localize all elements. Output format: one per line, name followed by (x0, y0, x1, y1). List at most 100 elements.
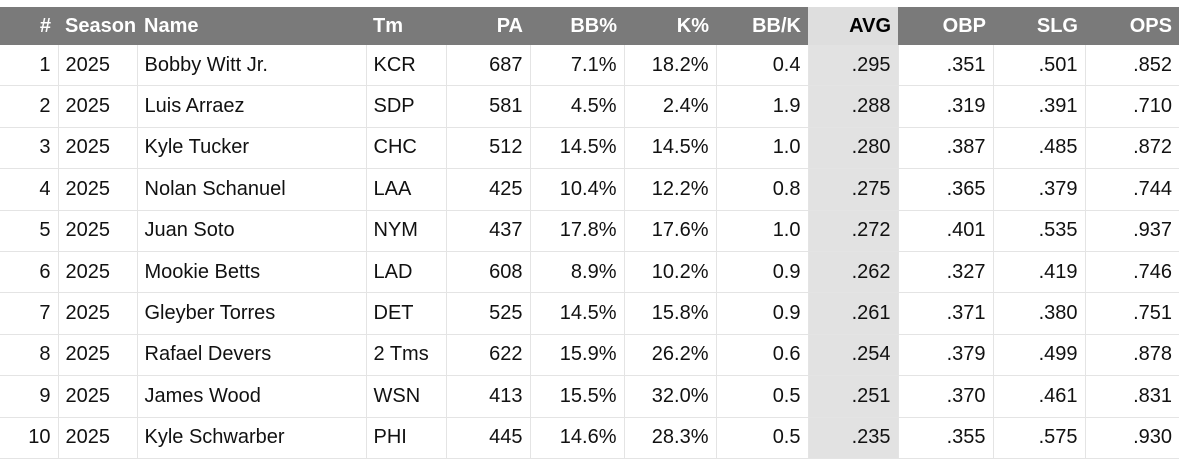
column-header[interactable]: AVG (808, 7, 898, 45)
table-cell: SDP (365, 85, 446, 128)
table-row: 8 2025 Rafael Devers 2 Tms 622 15.9% 26.2% 0.6.… (0, 334, 1179, 377)
table-cell: Gleyber Torres (136, 292, 366, 335)
table-cell: 9 (0, 375, 58, 418)
table-cell: .275 (807, 168, 898, 211)
column-header[interactable]: Name (137, 7, 366, 45)
table-body: 1 2025 Bobby Witt Jr. KCR 687 7.1% 18.2% 0.4.29… (0, 45, 1179, 459)
table-cell: 18.2% (623, 45, 716, 87)
column-header[interactable]: # (0, 7, 58, 45)
table-cell: 15.9% (529, 334, 624, 377)
table-cell: .751 (1084, 292, 1179, 335)
table-row: 6 2025 Mookie Betts LAD 608 8.9% 10.2% 0.9.262.… (0, 251, 1179, 294)
column-header[interactable]: OPS (1085, 7, 1179, 45)
table-cell: 10.2% (623, 251, 716, 294)
table-cell: .295 (807, 45, 898, 87)
table-cell: 581 (445, 85, 530, 128)
column-header[interactable]: PA (446, 7, 530, 45)
column-header[interactable]: OBP (898, 7, 993, 45)
table-cell: 2025 (57, 292, 137, 335)
table-cell: 2025 (57, 375, 137, 418)
table-row: 9 2025 James Wood WSN 413 15.5% 32.0% 0.5.251.3… (0, 375, 1179, 418)
table-cell: 622 (445, 334, 530, 377)
table-cell: 2 (0, 85, 58, 128)
table-cell: .501 (992, 45, 1085, 87)
table-cell: 0.6 (715, 334, 808, 377)
table-row: 4 2025 Nolan Schanuel LAA 425 10.4% 12.2% 0.8.2… (0, 168, 1179, 211)
table-cell: .254 (807, 334, 898, 377)
table-cell: 512 (445, 127, 530, 170)
table-cell: 2025 (57, 417, 137, 459)
table-cell: 10 (0, 417, 58, 459)
table-cell: .710 (1084, 85, 1179, 128)
table-cell: .401 (897, 210, 993, 252)
table-cell: .379 (992, 168, 1085, 211)
table-cell: 15.5% (529, 375, 624, 418)
table-cell: .235 (807, 417, 898, 459)
table-cell: 7 (0, 292, 58, 335)
table-cell: 14.5% (529, 127, 624, 170)
table-row: 5 2025 Juan Soto NYM 437 17.8% 17.6% 1.0.272.40… (0, 210, 1179, 252)
table-cell: 3 (0, 127, 58, 170)
table-cell: 2025 (57, 168, 137, 211)
table-cell: 1.9 (715, 85, 808, 128)
table-cell: .391 (992, 85, 1085, 128)
table-cell: 4.5% (529, 85, 624, 128)
header-row: # Season Name Tm PA BB% K% BB/K AVG OBP SLG OPS (0, 7, 1179, 45)
table-cell: 8.9% (529, 251, 624, 294)
column-header[interactable]: Tm (366, 7, 446, 45)
table-cell: 17.6% (623, 210, 716, 252)
table-cell: James Wood (136, 375, 366, 418)
table-cell: 10.4% (529, 168, 624, 211)
table-cell: 2025 (57, 127, 137, 170)
table-cell: .251 (807, 375, 898, 418)
table-cell: Kyle Schwarber (136, 417, 366, 459)
table-cell: 17.8% (529, 210, 624, 252)
table-cell: .831 (1084, 375, 1179, 418)
table-cell: LAD (365, 251, 446, 294)
table-cell: CHC (365, 127, 446, 170)
table-cell: .575 (992, 417, 1085, 459)
table-cell: 4 (0, 168, 58, 211)
table-cell: 1.0 (715, 127, 808, 170)
table-cell: .419 (992, 251, 1085, 294)
table-row: 10 2025 Kyle Schwarber PHI 445 14.6% 28.3% 0.5.… (0, 417, 1179, 459)
table-cell: .499 (992, 334, 1085, 377)
column-header[interactable]: BB% (530, 7, 624, 45)
table-cell: .351 (897, 45, 993, 87)
stats-table: # Season Name Tm PA BB% K% BB/K AVG OBP SLG OPS 1 20… (0, 7, 1179, 459)
table-cell: DET (365, 292, 446, 335)
table-cell: Bobby Witt Jr. (136, 45, 366, 87)
page: # Season Name Tm PA BB% K% BB/K AVG OBP SLG OPS 1 20… (0, 7, 1179, 468)
table-cell: Mookie Betts (136, 251, 366, 294)
column-header[interactable]: Season (58, 7, 137, 45)
column-header[interactable]: SLG (993, 7, 1085, 45)
table-cell: 425 (445, 168, 530, 211)
column-header[interactable]: K% (624, 7, 716, 45)
table-cell: .370 (897, 375, 993, 418)
table-cell: Kyle Tucker (136, 127, 366, 170)
table-cell: .379 (897, 334, 993, 377)
table-cell: 2025 (57, 45, 137, 87)
table-row: 2 2025 Luis Arraez SDP 581 4.5% 2.4% 1.9.288.31… (0, 85, 1179, 128)
column-header[interactable]: BB/K (716, 7, 808, 45)
table-cell: 2025 (57, 251, 137, 294)
table-cell: 0.9 (715, 292, 808, 335)
table-cell: .930 (1084, 417, 1179, 459)
table-cell: 525 (445, 292, 530, 335)
table-cell: .746 (1084, 251, 1179, 294)
table-cell: .319 (897, 85, 993, 128)
table-cell: .485 (992, 127, 1085, 170)
table-cell: 0.8 (715, 168, 808, 211)
table-cell: .262 (807, 251, 898, 294)
table-cell: .327 (897, 251, 993, 294)
table-cell: .355 (897, 417, 993, 459)
table-cell: .288 (807, 85, 898, 128)
table-row: 1 2025 Bobby Witt Jr. KCR 687 7.1% 18.2% 0.4.29… (0, 45, 1179, 87)
table-cell: 14.5% (529, 292, 624, 335)
table-cell: 1.0 (715, 210, 808, 252)
table-cell: Nolan Schanuel (136, 168, 366, 211)
table-cell: 26.2% (623, 334, 716, 377)
table-cell: 15.8% (623, 292, 716, 335)
table-cell: 0.5 (715, 417, 808, 459)
table-cell: 8 (0, 334, 58, 377)
